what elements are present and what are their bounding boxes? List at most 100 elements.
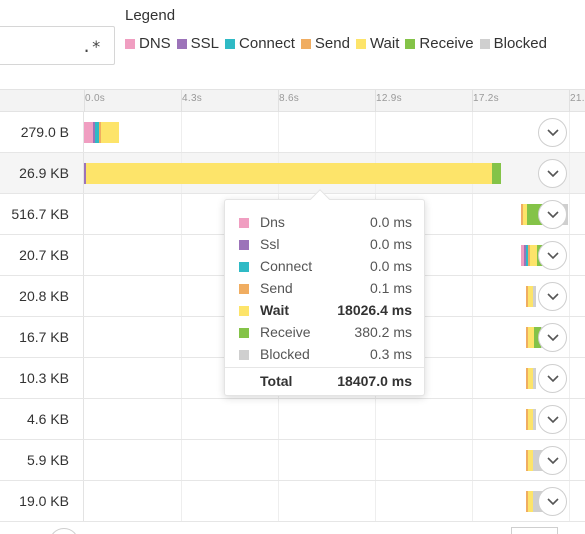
expand-row-button[interactable] <box>538 446 567 475</box>
row-grid-line <box>472 276 473 316</box>
bar-segment-send <box>520 204 523 225</box>
bar-segment-blocked <box>533 409 536 430</box>
expand-row-button[interactable] <box>538 159 567 188</box>
bar-segment-wait <box>527 327 535 348</box>
regex-filter-value: .* <box>81 37 101 56</box>
waterfall-bar[interactable] <box>526 368 536 389</box>
tooltip-row-dns: Dns 0.0 ms <box>239 212 412 234</box>
expand-row-button[interactable] <box>538 282 567 311</box>
row-gutter-line <box>83 153 84 193</box>
request-size: 19.0 KB <box>19 493 69 509</box>
bottom-control[interactable] <box>511 527 558 534</box>
bar-segment-send <box>526 491 528 512</box>
expand-row-button[interactable] <box>538 323 567 352</box>
row-gutter-line <box>83 194 84 234</box>
bar-segment-connect <box>526 245 529 266</box>
tooltip-label: Blocked <box>260 346 310 362</box>
expand-row-button[interactable] <box>538 405 567 434</box>
chevron-down-icon <box>546 374 559 383</box>
expand-row-button[interactable] <box>538 200 567 229</box>
row-grid-line <box>472 317 473 357</box>
waterfall-bar[interactable] <box>526 409 536 430</box>
bar-segment-send <box>526 286 528 307</box>
bar-segment-wait <box>522 204 528 225</box>
ruler-tick-label: 12.9s <box>376 93 402 104</box>
request-row[interactable]: 5.9 KB <box>0 440 585 481</box>
tooltip-row-send: Send 0.1 ms <box>239 278 412 300</box>
bar-segment-connect <box>94 122 100 143</box>
request-row[interactable]: 279.0 B <box>0 112 585 153</box>
row-grid-line <box>181 399 182 439</box>
chevron-down-icon <box>546 169 559 178</box>
ruler-divider <box>472 90 473 112</box>
bottom-expand-button[interactable] <box>49 528 79 534</box>
row-grid-line <box>569 153 570 193</box>
row-grid-line <box>278 399 279 439</box>
row-grid-line <box>569 399 570 439</box>
row-gutter-line <box>83 317 84 357</box>
legend-swatch <box>125 38 135 49</box>
legend-item-send: Send <box>300 35 350 52</box>
row-grid-line <box>569 112 570 152</box>
tooltip-row-wait: Wait 18026.4 ms <box>239 300 412 322</box>
waterfall-bar[interactable] <box>526 286 536 307</box>
tooltip-label: Dns <box>260 214 285 230</box>
request-row[interactable]: 4.6 KB <box>0 399 585 440</box>
waterfall-bar[interactable] <box>84 122 119 143</box>
row-grid-line <box>375 399 376 439</box>
tooltip-label: Ssl <box>260 236 280 252</box>
row-grid-line <box>569 317 570 357</box>
row-grid-line <box>181 235 182 275</box>
request-size: 26.9 KB <box>19 165 69 181</box>
bar-segment-send <box>99 122 101 143</box>
legend-label: DNS <box>139 35 171 52</box>
legend-label: Receive <box>419 35 474 52</box>
chevron-down-icon <box>546 292 559 301</box>
row-grid-line <box>472 440 473 480</box>
expand-row-button[interactable] <box>538 241 567 270</box>
ruler-tick-label: 21.5s <box>570 93 585 104</box>
waterfall-bar[interactable] <box>84 163 501 184</box>
row-grid-line <box>278 112 279 152</box>
row-grid-line <box>472 235 473 275</box>
expand-row-button[interactable] <box>538 364 567 393</box>
legend-label: Blocked <box>493 35 547 52</box>
bar-segment-send <box>526 327 528 348</box>
expand-row-button[interactable] <box>538 487 567 516</box>
legend-swatch <box>405 38 416 49</box>
bar-segment-ssl <box>84 163 86 184</box>
row-grid-line <box>569 358 570 398</box>
tooltip-label: Send <box>260 280 293 296</box>
ruler-divider <box>84 90 85 112</box>
tooltip-swatch <box>239 262 249 272</box>
request-size: 5.9 KB <box>26 452 69 468</box>
row-gutter-line <box>83 276 84 316</box>
regex-filter-input[interactable]: .* <box>0 26 115 65</box>
tooltip-swatch <box>239 284 249 294</box>
bar-segment-send <box>526 409 528 430</box>
row-grid-line <box>569 481 570 521</box>
row-grid-line <box>375 440 376 480</box>
ruler-tick-label: 0.0s <box>85 93 106 104</box>
tooltip-value: 0.3 ms <box>369 346 412 362</box>
chevron-down-icon <box>546 333 559 342</box>
tooltip-swatch <box>239 306 249 316</box>
row-gutter-line <box>83 481 84 521</box>
request-row[interactable]: 19.0 KB <box>0 481 585 522</box>
legend-label: Wait <box>369 35 400 52</box>
row-grid-line <box>375 112 376 152</box>
bar-segment-blocked <box>533 286 536 307</box>
row-gutter-line <box>83 358 84 398</box>
bar-segment-wait <box>527 409 534 430</box>
expand-row-button[interactable] <box>538 118 567 147</box>
row-grid-line <box>569 276 570 316</box>
bar-segment-wait <box>527 286 534 307</box>
legend-label: SSL <box>190 35 220 52</box>
row-grid-line <box>181 194 182 234</box>
tooltip-row-blocked: Blocked 0.3 ms <box>239 344 412 366</box>
bar-segment-wait <box>527 368 534 389</box>
bar-segment-wait <box>85 163 493 184</box>
request-row[interactable]: 26.9 KB <box>0 153 585 194</box>
row-grid-line <box>181 112 182 152</box>
legend-item-ssl: SSL <box>176 35 220 52</box>
